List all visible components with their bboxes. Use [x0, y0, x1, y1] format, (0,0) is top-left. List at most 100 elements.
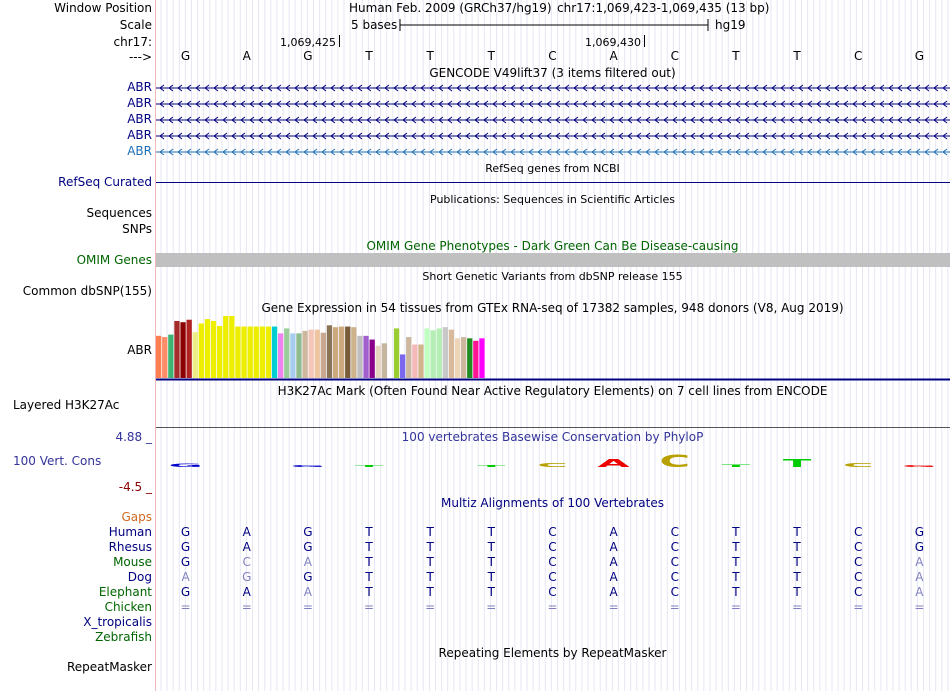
- alignment-base: C: [670, 555, 679, 569]
- gtex-tissue-bar[interactable]: [247, 326, 253, 378]
- gtex-tissue-bar[interactable]: [320, 332, 326, 378]
- gtex-tissue-bar[interactable]: [357, 335, 363, 378]
- gtex-bar-chart[interactable]: [156, 316, 950, 382]
- h3k27ac-label[interactable]: Layered H3K27Ac: [13, 398, 120, 412]
- species-label[interactable]: Dog: [127, 570, 152, 584]
- species-label[interactable]: Elephant: [98, 585, 152, 599]
- gtex-tissue-bar[interactable]: [186, 319, 192, 378]
- gtex-tissue-bar[interactable]: [253, 326, 259, 378]
- gtex-tissue-bar[interactable]: [454, 338, 461, 378]
- strand-arrow: [798, 84, 804, 92]
- gtex-tissue-bar[interactable]: [363, 335, 369, 378]
- gtex-tissue-bar[interactable]: [210, 320, 217, 378]
- gtex-tissue-bar[interactable]: [223, 316, 229, 378]
- gtex-tissue-bar[interactable]: [400, 354, 406, 378]
- gencode-item-label[interactable]: ABR: [127, 112, 152, 126]
- gtex-tissue-bar[interactable]: [424, 328, 430, 378]
- gencode-item-label[interactable]: ABR: [127, 96, 152, 110]
- gtex-tissue-bar[interactable]: [314, 329, 320, 378]
- gtex-tissue-bar[interactable]: [332, 327, 339, 378]
- strand-arrow: [933, 116, 939, 124]
- gtex-tissue-bar[interactable]: [235, 326, 241, 378]
- base-letter: T: [426, 49, 434, 63]
- strand-arrow: [735, 100, 741, 108]
- species-label[interactable]: Mouse: [113, 555, 152, 569]
- strand-arrow: [924, 84, 930, 92]
- strand-arrow: [294, 148, 300, 156]
- gtex-tissue-bar[interactable]: [284, 328, 290, 378]
- publications-label[interactable]: Sequences: [86, 206, 152, 220]
- gtex-tissue-bar[interactable]: [473, 340, 479, 378]
- strand-arrow: [186, 100, 192, 108]
- omim-bar[interactable]: [156, 253, 950, 267]
- gtex-tissue-bar[interactable]: [156, 335, 162, 378]
- strand-arrow: [771, 116, 777, 124]
- refseq-label[interactable]: RefSeq Curated: [58, 175, 152, 189]
- gtex-tissue-bar[interactable]: [418, 344, 424, 378]
- gencode-item-label[interactable]: ABR: [127, 128, 152, 142]
- species-label[interactable]: Human: [108, 525, 152, 539]
- gtex-tissue-bar[interactable]: [162, 337, 168, 378]
- gtex-tissue-bar[interactable]: [296, 333, 302, 378]
- gtex-tissue-bar[interactable]: [448, 329, 455, 378]
- gtex-tissue-bar[interactable]: [278, 333, 284, 378]
- gencode-item-label[interactable]: ABR: [127, 80, 152, 94]
- gtex-tissue-bar[interactable]: [204, 319, 211, 378]
- gtex-tissue-bar[interactable]: [308, 329, 314, 378]
- phylop-label[interactable]: 100 Vert. Cons: [13, 454, 102, 468]
- gtex-tissue-bar[interactable]: [198, 323, 204, 378]
- strand-arrow: [717, 84, 723, 92]
- gtex-tissue-bar[interactable]: [412, 344, 418, 378]
- gtex-tissue-bar[interactable]: [345, 326, 351, 378]
- species-label[interactable]: Zebrafish: [95, 630, 152, 644]
- gtex-tissue-bar[interactable]: [192, 332, 198, 378]
- coords-text[interactable]: chr17:1,069,423-1,069,435 (13 bp): [557, 1, 770, 15]
- repeatmasker-label[interactable]: RepeatMasker: [66, 660, 152, 674]
- species-label[interactable]: Rhesus: [108, 540, 152, 554]
- dbsnp-label[interactable]: Common dbSNP(155): [22, 284, 152, 298]
- gtex-tissue-bar[interactable]: [326, 325, 333, 378]
- strand-arrow: [438, 100, 444, 108]
- gencode-item-label[interactable]: ABR: [127, 144, 152, 158]
- snps-label[interactable]: SNPs: [122, 222, 152, 236]
- gtex-tissue-bar[interactable]: [265, 326, 272, 378]
- gtex-tissue-bar[interactable]: [430, 330, 436, 378]
- species-label[interactable]: X_tropicalis: [83, 615, 152, 629]
- gtex-tissue-bar[interactable]: [436, 328, 442, 378]
- gtex-tissue-bar[interactable]: [369, 339, 375, 378]
- gaps-label[interactable]: Gaps: [121, 510, 152, 524]
- gtex-tissue-bar[interactable]: [442, 327, 448, 378]
- gtex-tissue-bar[interactable]: [302, 330, 308, 378]
- gtex-tissue-bar[interactable]: [217, 325, 223, 378]
- gtex-tissue-bar[interactable]: [174, 320, 180, 378]
- gtex-tissue-bar[interactable]: [375, 345, 381, 378]
- gtex-tissue-bar[interactable]: [339, 326, 345, 378]
- strand-arrow: [726, 100, 732, 108]
- strand-arrow: [303, 84, 309, 92]
- gtex-tissue-bar[interactable]: [351, 327, 357, 378]
- gtex-tissue-bar[interactable]: [168, 334, 174, 378]
- gtex-tissue-bar[interactable]: [290, 333, 296, 378]
- gtex-tissue-bar[interactable]: [461, 337, 467, 378]
- gtex-tissue-bar[interactable]: [467, 338, 473, 378]
- strand-arrow: [177, 148, 183, 156]
- gencode-gene-lines[interactable]: [156, 80, 950, 160]
- strand-arrow: [366, 116, 372, 124]
- species-label[interactable]: Chicken: [104, 600, 152, 614]
- gtex-tissue-bar[interactable]: [271, 326, 278, 378]
- strand-arrow: [618, 148, 624, 156]
- omim-label[interactable]: OMIM Genes: [76, 253, 152, 267]
- gtex-tissue-bar[interactable]: [406, 337, 412, 378]
- gtex-label[interactable]: ABR: [127, 343, 152, 357]
- gtex-tissue-bar[interactable]: [381, 343, 387, 378]
- gtex-tissue-bar[interactable]: [259, 326, 265, 378]
- gtex-tissue-bar[interactable]: [479, 338, 485, 378]
- gtex-tissue-bar[interactable]: [241, 326, 247, 378]
- gtex-tissue-bar[interactable]: [229, 316, 235, 378]
- strand-arrow: [600, 148, 606, 156]
- gtex-tissue-bar[interactable]: [180, 322, 186, 378]
- refseq-gene-line[interactable]: [156, 182, 950, 183]
- strand-arrow: [825, 148, 831, 156]
- gtex-tissue-bar[interactable]: [393, 328, 400, 378]
